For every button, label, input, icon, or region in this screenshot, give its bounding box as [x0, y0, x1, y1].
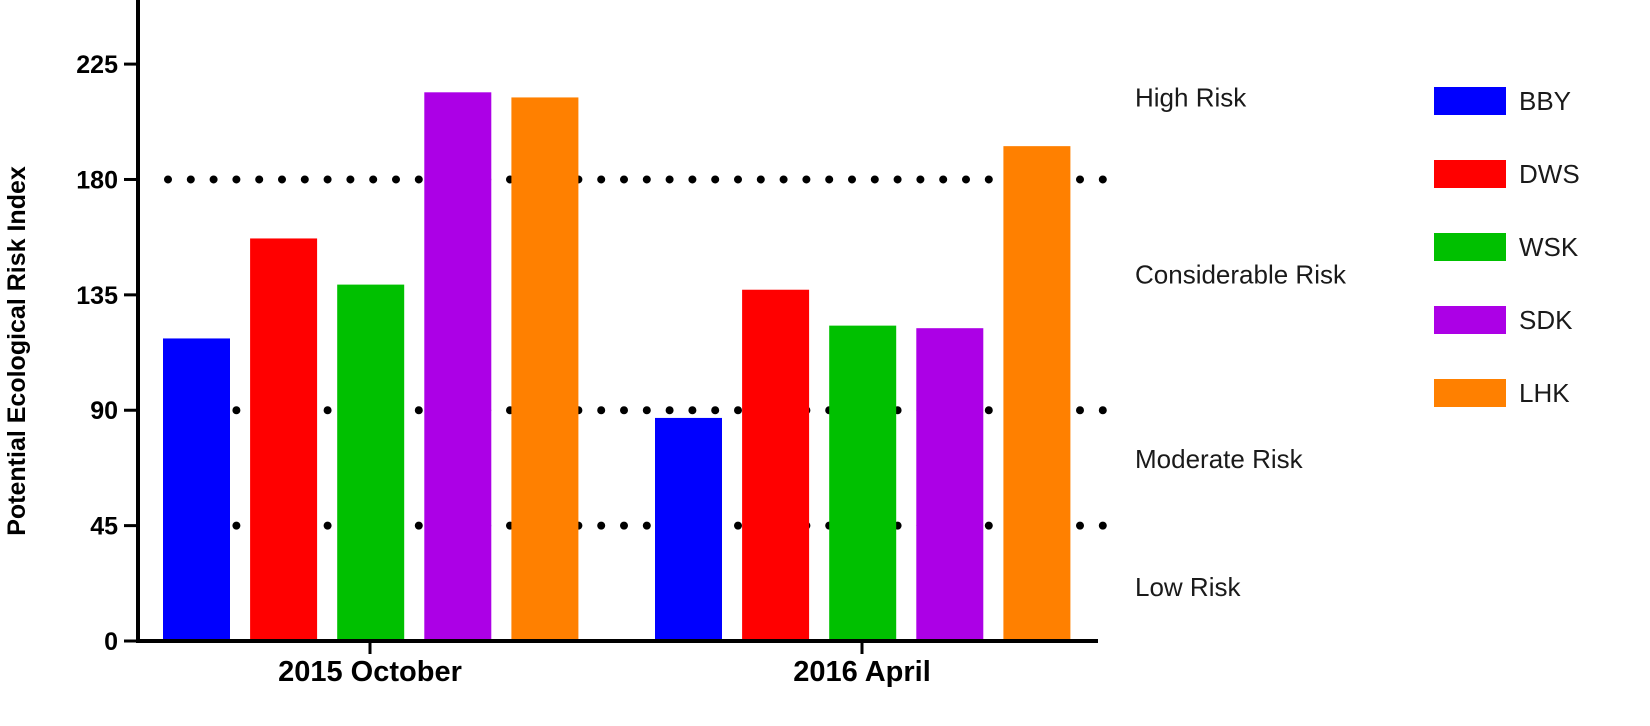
- x-category-label-2016-april: 2016 April: [793, 656, 931, 688]
- y-axis-title: Potential Ecological Risk Index: [3, 166, 31, 536]
- y-tick-label-45: 45: [90, 513, 118, 541]
- bar-sdk-2015-october: [424, 92, 492, 641]
- bar-wsk-2015-october: [337, 284, 405, 641]
- axes: 0 45 90 135 180 225 2015 October 2016 April: [76, 0, 1098, 688]
- threshold-lines: [164, 175, 1124, 530]
- legend: BBY DWS WSK SDK LHK: [1434, 86, 1580, 408]
- legend-swatch-sdk: [1434, 306, 1506, 334]
- bars: [163, 92, 1071, 641]
- legend-label-dws: DWS: [1519, 159, 1580, 189]
- legend-label-sdk: SDK: [1519, 305, 1573, 335]
- bar-sdk-2016-april: [916, 328, 984, 641]
- y-tick-label-135: 135: [76, 282, 118, 310]
- y-tick-label-0: 0: [104, 628, 118, 656]
- y-tick-label-90: 90: [90, 397, 118, 425]
- legend-swatch-wsk: [1434, 233, 1506, 261]
- legend-swatch-lhk: [1434, 379, 1506, 407]
- y-tick-label-180: 180: [76, 166, 118, 194]
- x-category-label-2015-october: 2015 October: [278, 656, 462, 688]
- legend-label-lhk: LHK: [1519, 378, 1570, 408]
- bar-lhk-2016-april: [1003, 146, 1071, 641]
- bar-bby-2016-april: [655, 417, 722, 641]
- zone-label-low-risk: Low Risk: [1135, 572, 1241, 602]
- zone-label-moderate-risk: Moderate Risk: [1135, 444, 1304, 474]
- bar-bby-2015-october: [163, 338, 230, 641]
- bar-wsk-2016-april: [829, 325, 897, 641]
- y-tick-label-225: 225: [76, 51, 118, 79]
- bar-dws-2016-april: [742, 289, 810, 641]
- legend-label-bby: BBY: [1519, 86, 1571, 116]
- zone-label-high-risk: High Risk: [1135, 82, 1247, 112]
- bar-dws-2015-october: [250, 238, 318, 641]
- bar-lhk-2015-october: [511, 97, 579, 641]
- zone-label-considerable-risk: Considerable Risk: [1135, 259, 1347, 289]
- legend-swatch-bby: [1434, 87, 1506, 115]
- legend-swatch-dws: [1434, 160, 1506, 188]
- legend-label-wsk: WSK: [1519, 232, 1579, 262]
- risk-zone-labels: High Risk Considerable Risk Moderate Risk L…: [1135, 82, 1347, 602]
